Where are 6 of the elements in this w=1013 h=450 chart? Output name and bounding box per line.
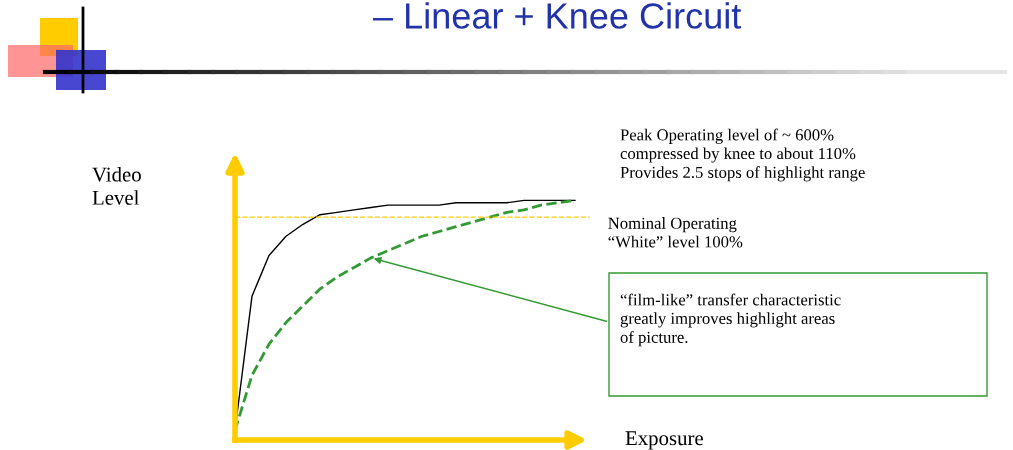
x-axis-title: Exposure [625,431,703,450]
ref-line-label: Nominal Operating “White” level 100% [608,217,743,248]
text: Peak Operating level of ~ 600% compressed by knee to about 110% Provides 2.5 stops of highlight range [620,128,865,182]
text: “film-like” transfer characteristic greatly improves highlight areas of picture. [620,293,841,347]
y-axis-title: Video Level [92,166,141,205]
chart-title: – Linear + Knee Circuit [372,2,742,29]
